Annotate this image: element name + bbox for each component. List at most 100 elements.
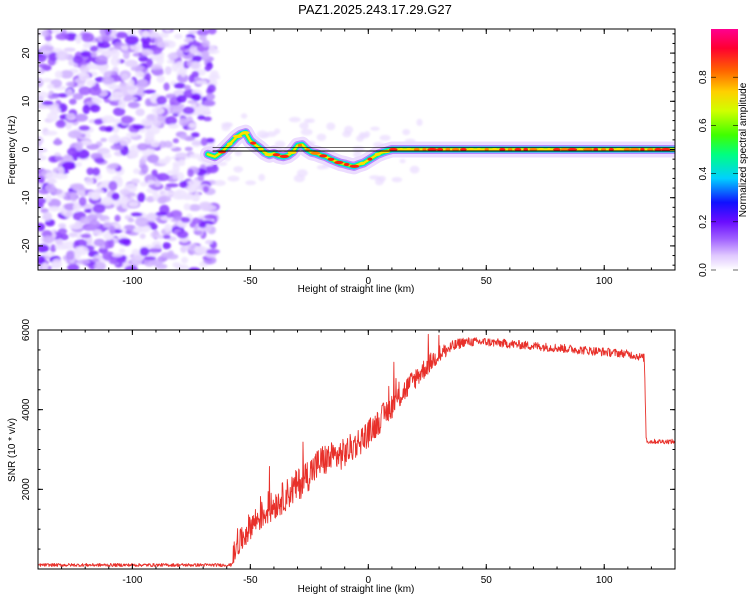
colorbar-ticks: 0.0 0.2 0.4 0.6 0.8 xyxy=(698,70,738,277)
noise-blob xyxy=(148,248,162,253)
noise-blob xyxy=(78,72,90,81)
noise-blob xyxy=(117,198,126,204)
noise-blob xyxy=(78,196,87,207)
noise-blob xyxy=(120,115,134,124)
noise-blob xyxy=(370,126,380,131)
noise-blob xyxy=(128,201,139,208)
noise-blob xyxy=(118,238,131,245)
ridge-hotspot xyxy=(600,147,607,152)
ridge-hotspot xyxy=(287,150,297,154)
spectrogram-xlabel: Height of straight line (km) xyxy=(298,284,415,295)
noise-blob xyxy=(139,233,146,239)
ridge-hotspot xyxy=(614,147,624,152)
noise-blob xyxy=(138,79,148,86)
noise-blob xyxy=(141,164,149,174)
noise-blob xyxy=(194,106,205,114)
noise-blob xyxy=(111,253,123,258)
noise-blob xyxy=(66,113,76,121)
noise-blob xyxy=(68,223,83,230)
noise-blob xyxy=(168,123,179,129)
noise-blob xyxy=(103,222,112,228)
noise-blob xyxy=(38,30,43,37)
noise-blob xyxy=(78,86,92,96)
noise-blob xyxy=(165,116,177,126)
y-tick-label: -20 xyxy=(21,238,32,253)
noise-blob xyxy=(156,41,170,48)
noise-blob xyxy=(169,105,184,114)
noise-blob xyxy=(55,33,69,41)
noise-blob xyxy=(151,93,160,99)
noise-blob xyxy=(201,50,210,59)
ridge-hotspot xyxy=(560,147,569,152)
y-tick-label: 10 xyxy=(21,95,32,107)
ridge-hotspot xyxy=(227,142,233,146)
noise-blob xyxy=(65,88,73,97)
noise-blob xyxy=(141,49,154,56)
ridge-hotspot xyxy=(608,147,614,152)
ridge-hotspot xyxy=(413,147,420,152)
noise-blob xyxy=(183,203,191,211)
noise-blob xyxy=(121,73,129,81)
noise-blob xyxy=(54,70,63,79)
noise-blob xyxy=(86,167,94,176)
noise-blob xyxy=(221,124,231,131)
noise-blob xyxy=(44,183,56,193)
y-tick-label: 4000 xyxy=(21,398,32,421)
noise-blob xyxy=(123,49,130,60)
noise-blob xyxy=(60,233,69,241)
noise-blob xyxy=(48,205,61,212)
noise-blob xyxy=(203,100,216,107)
ridge-hotspot xyxy=(445,147,451,152)
noise-blob xyxy=(391,177,403,183)
ridge-hotspot xyxy=(374,152,381,156)
colorbar-label: Normalized spectral amplitude xyxy=(738,82,749,217)
noise-blob xyxy=(399,159,406,164)
noise-blob xyxy=(358,132,366,139)
noise-blob xyxy=(92,204,106,214)
colorbar-tick-label: 0.8 xyxy=(698,70,709,84)
noise-blob xyxy=(47,83,55,90)
noise-blob xyxy=(163,82,170,91)
noise-blob xyxy=(93,238,106,247)
noise-blob xyxy=(130,212,143,217)
noise-blob xyxy=(38,53,47,63)
noise-blob xyxy=(101,115,115,124)
noise-blob xyxy=(191,71,199,78)
noise-blob xyxy=(155,211,168,217)
noise-blob xyxy=(194,230,203,236)
noise-blob xyxy=(79,216,93,224)
noise-blob xyxy=(207,29,217,35)
noise-blob xyxy=(63,47,76,52)
ridge-hotspot xyxy=(460,147,467,152)
noise-blob xyxy=(89,104,101,113)
noise-blob xyxy=(316,165,327,170)
noise-blob xyxy=(175,61,184,69)
noise-blob xyxy=(123,224,136,232)
noise-blob xyxy=(67,147,79,157)
snr-ylabel: SNR (10 * v/v) xyxy=(7,418,18,482)
noise-blob xyxy=(80,233,92,239)
noise-blob xyxy=(164,155,172,163)
noise-blob xyxy=(199,34,207,42)
noise-blob xyxy=(180,217,191,223)
noise-blob xyxy=(102,76,115,85)
noise-blob xyxy=(197,173,205,182)
noise-blob xyxy=(130,178,140,184)
noise-blob xyxy=(109,225,116,235)
ridge-hotspot xyxy=(297,143,302,147)
ridge-hotspot xyxy=(577,147,583,152)
ridge-hotspot xyxy=(250,141,257,145)
noise-blob xyxy=(173,82,186,89)
noise-blob xyxy=(80,50,92,58)
noise-blob xyxy=(102,49,112,57)
noise-blob xyxy=(75,162,83,167)
noise-blob xyxy=(293,174,305,183)
noise-blob xyxy=(166,59,175,64)
x-tick-label: 0 xyxy=(366,575,372,586)
noise-blob xyxy=(187,184,197,194)
noise-blob xyxy=(89,45,99,52)
noise-blob xyxy=(86,143,100,150)
y-tick-label: 6000 xyxy=(21,318,32,341)
noise-blob xyxy=(189,153,202,159)
noise-blob xyxy=(41,78,53,83)
